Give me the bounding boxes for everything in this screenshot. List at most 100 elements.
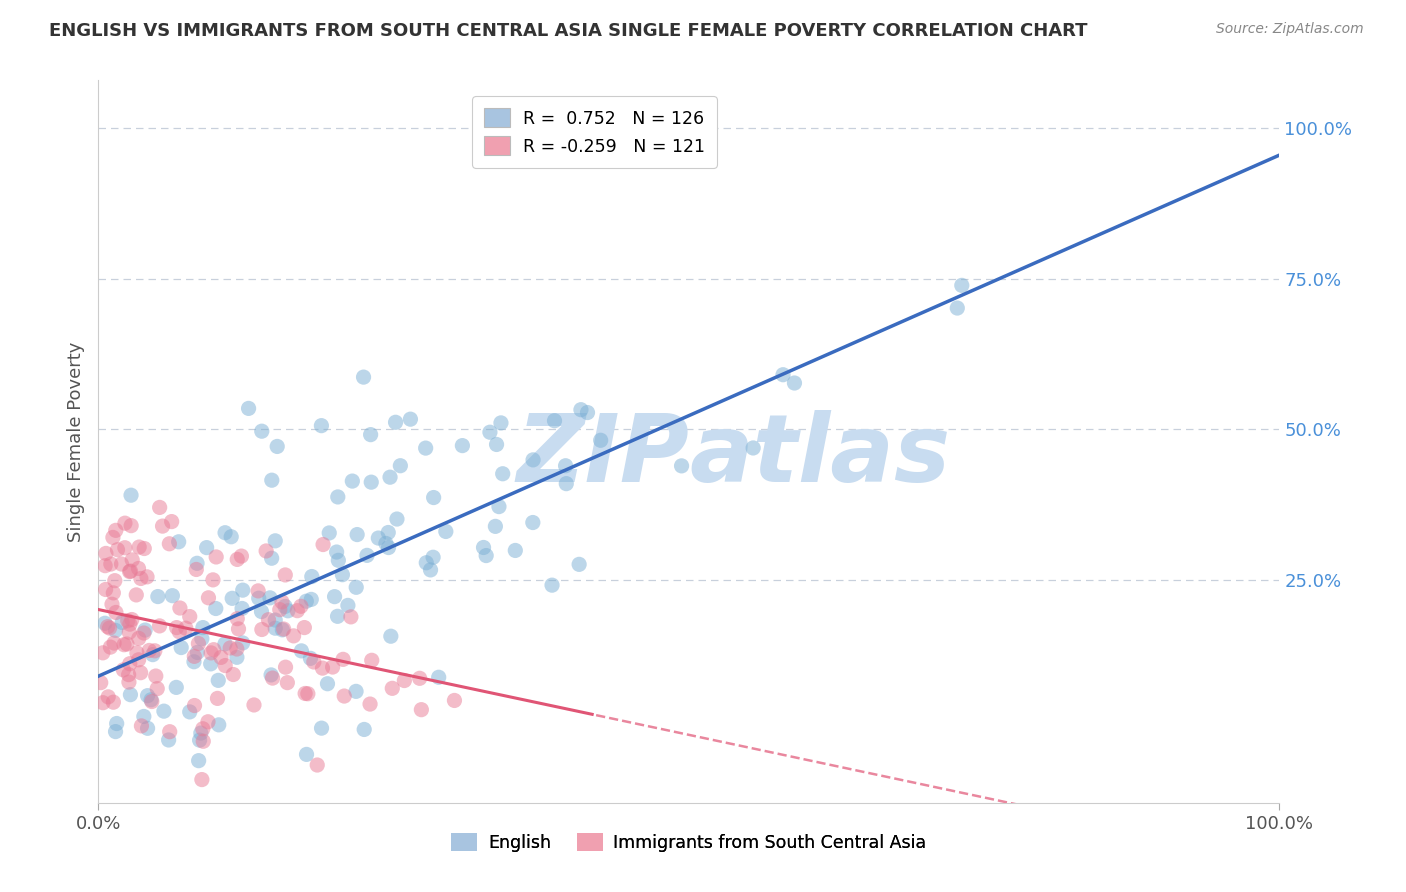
Point <box>367 531 389 545</box>
Point <box>292 621 315 635</box>
Point <box>104 606 127 620</box>
Point <box>104 624 127 638</box>
Point <box>191 632 214 646</box>
Point <box>323 590 346 604</box>
Point <box>110 557 132 571</box>
Point <box>136 570 159 584</box>
Point <box>312 537 335 551</box>
Point <box>273 622 295 636</box>
Point <box>271 623 294 637</box>
Point <box>950 278 973 293</box>
Point <box>193 734 215 748</box>
Point <box>186 562 208 576</box>
Point <box>299 592 322 607</box>
Point <box>377 541 399 555</box>
Point <box>374 536 396 550</box>
Point <box>772 368 794 382</box>
Point <box>139 693 162 707</box>
Point <box>277 604 299 618</box>
Point <box>142 648 165 662</box>
Point <box>555 476 578 491</box>
Point <box>360 653 382 667</box>
Point <box>125 588 148 602</box>
Point <box>946 301 969 315</box>
Point <box>197 714 219 729</box>
Point <box>132 709 155 723</box>
Point <box>128 653 150 667</box>
Point <box>202 642 225 657</box>
Point <box>188 733 211 747</box>
Point <box>128 540 150 554</box>
Point <box>505 543 527 558</box>
Point <box>434 524 457 539</box>
Point <box>134 541 156 556</box>
Point <box>118 675 141 690</box>
Point <box>162 589 184 603</box>
Point <box>143 644 166 658</box>
Point <box>114 541 136 555</box>
Point <box>344 580 367 594</box>
Point <box>302 655 325 669</box>
Point <box>344 684 367 698</box>
Point <box>121 613 143 627</box>
Point <box>359 697 381 711</box>
Text: Source: ZipAtlas.com: Source: ZipAtlas.com <box>1216 22 1364 37</box>
Point <box>522 516 544 530</box>
Point <box>183 655 205 669</box>
Point <box>157 537 180 551</box>
Point <box>120 564 142 578</box>
Point <box>232 583 254 598</box>
Point <box>226 612 249 626</box>
Point <box>360 475 382 490</box>
Point <box>187 754 209 768</box>
Point <box>125 646 148 660</box>
Point <box>247 591 270 606</box>
Point <box>378 470 401 484</box>
Point <box>129 665 152 680</box>
Point <box>186 645 208 659</box>
Point <box>101 597 124 611</box>
Point <box>219 640 242 655</box>
Point <box>169 601 191 615</box>
Point <box>311 721 333 735</box>
Point <box>266 439 288 453</box>
Point <box>333 689 356 703</box>
Point <box>385 512 408 526</box>
Point <box>316 677 339 691</box>
Point <box>226 552 249 566</box>
Point <box>91 646 114 660</box>
Point <box>247 583 270 598</box>
Point <box>197 591 219 605</box>
Point <box>243 698 266 712</box>
Point <box>129 571 152 585</box>
Point <box>285 604 308 618</box>
Point <box>408 671 430 685</box>
Point <box>100 557 122 571</box>
Point <box>136 689 159 703</box>
Point <box>232 636 254 650</box>
Point <box>201 573 224 587</box>
Point <box>97 620 120 634</box>
Point <box>225 642 247 657</box>
Point <box>138 643 160 657</box>
Point <box>541 578 564 592</box>
Point <box>671 458 693 473</box>
Point <box>325 545 347 559</box>
Point <box>104 574 127 588</box>
Point <box>326 609 349 624</box>
Point <box>326 490 349 504</box>
Point <box>91 696 114 710</box>
Point <box>187 636 209 650</box>
Point <box>183 649 205 664</box>
Point <box>318 525 340 540</box>
Point <box>301 569 323 583</box>
Point <box>264 613 287 627</box>
Point <box>353 723 375 737</box>
Point <box>543 414 565 428</box>
Point <box>443 693 465 707</box>
Point <box>260 668 283 682</box>
Point <box>118 565 141 579</box>
Point <box>141 694 163 708</box>
Point <box>783 376 806 390</box>
Point <box>322 660 344 674</box>
